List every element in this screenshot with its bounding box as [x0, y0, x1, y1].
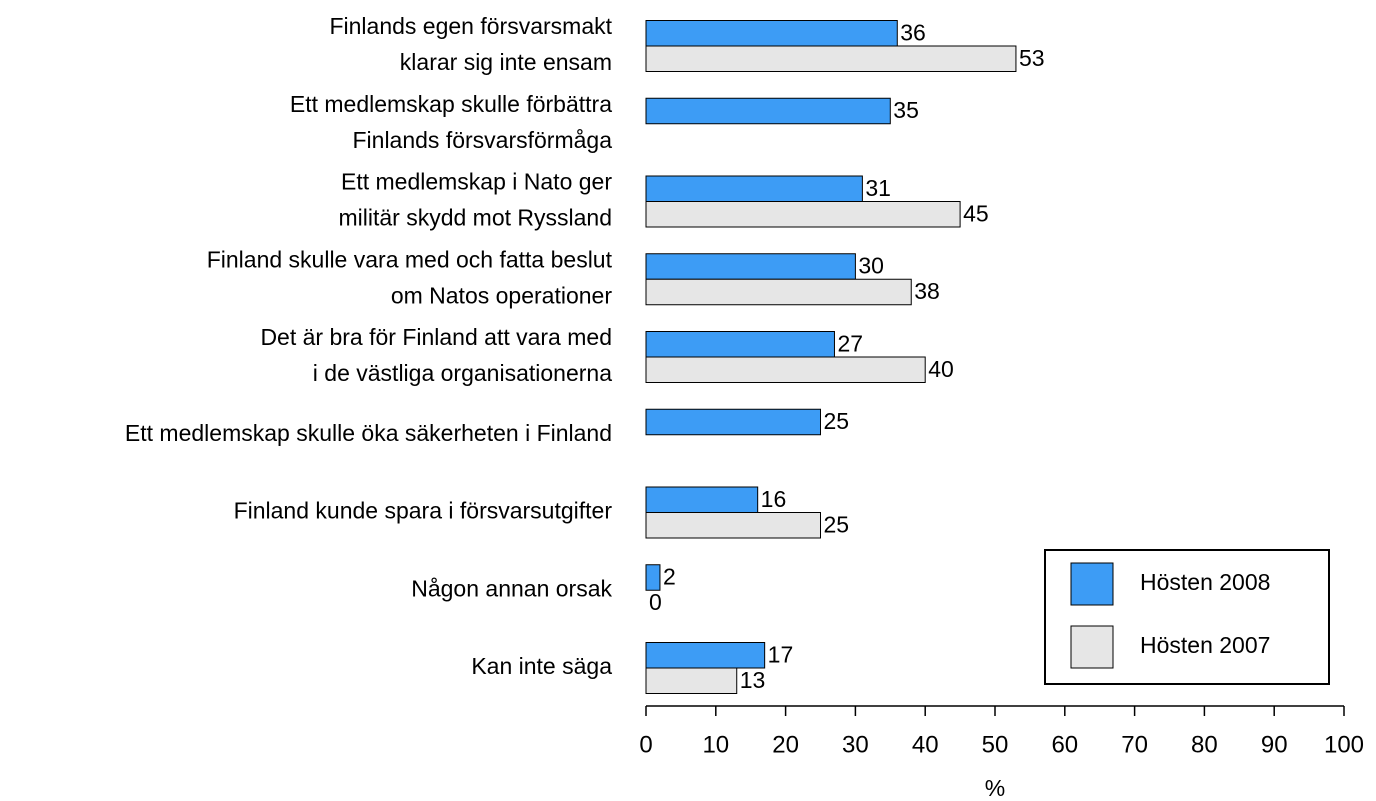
x-tick-label: 70: [1121, 731, 1148, 758]
bar: [645, 278, 912, 306]
bar: [645, 253, 856, 280]
y-tick-label: Finland kunde spara i försvarsutgifter: [234, 498, 613, 524]
bar: [645, 408, 821, 436]
value-label: 36: [900, 19, 926, 45]
bar: [645, 512, 821, 539]
y-tick-label: Finlands egen försvarsmakt: [329, 13, 612, 39]
y-tick-label: militär skydd mot Ryssland: [338, 205, 612, 231]
value-label: 53: [1019, 45, 1045, 71]
y-tick-label: Finland skulle vara med och fatta beslut: [207, 246, 613, 272]
y-tick-label: klarar sig inte ensam: [400, 49, 612, 75]
x-tick-label: 60: [1051, 731, 1078, 758]
value-label: 0: [649, 589, 662, 615]
x-tick-label: 100: [1324, 731, 1364, 758]
y-tick-label: Kan inte säga: [471, 653, 612, 679]
x-tick-label: 10: [702, 731, 729, 758]
bar: [645, 20, 898, 47]
bar: [645, 642, 766, 669]
x-tick-label: 0: [639, 731, 652, 758]
bar: [645, 331, 835, 358]
x-axis-label: %: [985, 775, 1005, 801]
y-tick-label: Ett medlemskap skulle förbättra: [290, 91, 612, 117]
value-label: 17: [768, 641, 794, 667]
bar: [645, 201, 961, 228]
legend-swatch: [1070, 562, 1114, 606]
value-label: 31: [865, 175, 891, 201]
x-tick-label: 40: [912, 731, 939, 758]
bar: [645, 486, 759, 513]
value-label: 40: [928, 356, 954, 382]
bar: [645, 97, 891, 125]
value-label: 38: [914, 278, 940, 304]
x-tick-label: 30: [842, 731, 869, 758]
legend-label: Hösten 2007: [1140, 632, 1270, 658]
bar: [645, 45, 1017, 72]
bar: [645, 175, 863, 202]
value-label: 27: [837, 330, 863, 356]
y-tick-label: Finlands försvarsförmåga: [353, 127, 613, 153]
x-tick-label: 50: [982, 731, 1009, 758]
legend-swatch: [1070, 625, 1114, 669]
value-label: 25: [824, 408, 850, 434]
y-tick-label: Ett medlemskap skulle öka säkerheten i F…: [125, 420, 612, 446]
value-label: 25: [824, 511, 850, 537]
y-tick-label: om Natos operationer: [391, 282, 613, 308]
value-label: 2: [663, 564, 676, 590]
value-label: 35: [893, 97, 919, 123]
bar: [645, 356, 926, 383]
x-tick-label: 20: [772, 731, 799, 758]
x-tick-label: 80: [1191, 731, 1218, 758]
value-label: 30: [858, 253, 884, 279]
value-label: 45: [963, 200, 989, 226]
legend-label: Hösten 2008: [1140, 569, 1270, 595]
value-label: 13: [740, 667, 766, 693]
y-tick-label: Det är bra för Finland att vara med: [260, 324, 612, 350]
y-tick-label: i de västliga organisationerna: [313, 360, 612, 386]
y-tick-label: Ett medlemskap i Nato ger: [341, 169, 612, 195]
y-tick-label: Någon annan orsak: [411, 575, 612, 601]
value-label: 16: [761, 486, 787, 512]
bar: [645, 667, 738, 694]
bar: [645, 564, 661, 591]
x-tick-label: 90: [1261, 731, 1288, 758]
